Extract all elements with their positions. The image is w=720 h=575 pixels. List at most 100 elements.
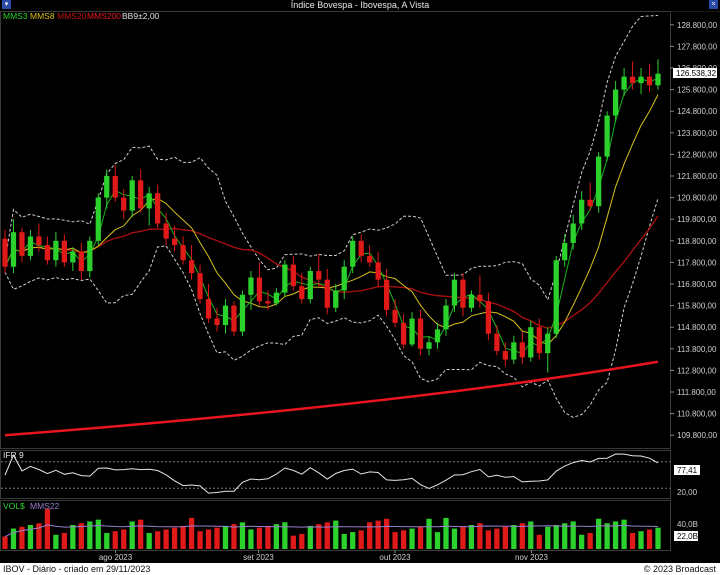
volume-bar — [70, 525, 76, 549]
candle-body — [400, 322, 407, 345]
volume-bar — [638, 531, 644, 549]
close-icon[interactable]: × — [709, 0, 718, 9]
candle-body — [146, 193, 152, 209]
price-tick-label: 114.800,00 — [677, 323, 717, 332]
candle-body — [78, 251, 84, 272]
candle-body — [61, 240, 67, 263]
volume-bar — [27, 525, 34, 549]
mms3-line — [4, 78, 659, 354]
x-axis-label: set 2023 — [243, 553, 274, 562]
volume-bar — [494, 528, 500, 549]
price-tick-label: 119.800,00 — [677, 215, 717, 224]
price-tick-label: 122.800,00 — [677, 150, 718, 159]
candle-body — [502, 350, 508, 360]
price-panel — [0, 11, 671, 449]
candle-body — [596, 156, 602, 207]
price-tick-label: 124.800,00 — [677, 107, 718, 116]
candle-body — [87, 240, 93, 272]
candle-body — [426, 342, 432, 349]
volume-bar — [138, 519, 144, 549]
volume-bar — [248, 529, 254, 549]
candle-body — [536, 327, 542, 354]
candle-body — [621, 76, 627, 90]
candle-body — [2, 238, 8, 267]
volume-bar — [655, 527, 661, 549]
price-tick-label: 117.800,00 — [677, 258, 717, 267]
candle-body — [197, 273, 203, 300]
last-price-value: 126.538,32 — [676, 69, 717, 78]
volume-bar — [451, 528, 458, 549]
candle-body — [138, 180, 144, 209]
volume-bar — [434, 532, 441, 549]
volume-ma-label: MMS22 — [30, 501, 60, 511]
price-tick-label: 116.800,00 — [677, 280, 717, 289]
volume-bar — [44, 509, 51, 549]
volume-bar — [409, 528, 415, 549]
volume-bar — [36, 523, 42, 549]
volume-bar — [536, 534, 542, 549]
volume-bar — [596, 518, 602, 549]
menu-icon[interactable]: ▾ — [2, 0, 11, 9]
candle-body — [553, 260, 559, 334]
last-price-tag — [673, 68, 717, 78]
candle-body — [545, 333, 551, 354]
candle-body — [570, 223, 576, 243]
candle-body — [485, 301, 492, 334]
volume-bar — [87, 521, 93, 549]
volume-bar — [562, 523, 568, 549]
volume-bar — [333, 520, 339, 549]
ifr-line — [4, 453, 659, 494]
price-tick-label: 118.800,00 — [677, 237, 717, 246]
volume-bar — [502, 526, 508, 549]
volume-bar — [383, 518, 390, 549]
candle-body — [468, 294, 475, 308]
volume-bar — [417, 526, 424, 549]
volume-bar — [290, 535, 296, 549]
candle-body — [434, 329, 441, 343]
candle-body — [655, 73, 661, 86]
candle-body — [562, 242, 568, 261]
price-tick-label: 127.800,00 — [677, 42, 718, 51]
candle-body — [180, 245, 186, 261]
candle-body — [19, 232, 25, 256]
candle-body — [316, 271, 322, 280]
footer-bar: IBOV - Diário - criado em 29/11/2023 © 2… — [0, 563, 720, 575]
candle-body — [273, 292, 280, 304]
candle-body — [256, 277, 263, 302]
volume-bar — [519, 523, 525, 549]
chart-area: 128.800,00127.800,00126.800,00125.800,00… — [0, 11, 718, 562]
volume-bar — [358, 530, 364, 549]
candle-body — [341, 266, 347, 291]
volume-bar — [485, 530, 492, 549]
volume-bar — [426, 518, 432, 549]
volume-bar — [121, 529, 127, 549]
volume-bar — [19, 526, 25, 549]
candle-body — [265, 301, 271, 304]
chart-title: Índice Bovespa - Ibovespa, A Vista — [290, 0, 430, 10]
volume-bar — [180, 525, 186, 549]
price-tick-label: 125.800,00 — [677, 86, 718, 95]
candle-body — [451, 279, 458, 306]
bollinger-lower-band — [4, 198, 659, 418]
volume-bar — [104, 533, 110, 549]
price-tick-label: 109.800,00 — [677, 431, 718, 440]
candle-body — [417, 318, 424, 349]
candle-body — [95, 197, 101, 241]
volume-tick-40: 40,0B — [677, 520, 698, 529]
mms200-line — [4, 360, 659, 437]
candle-body — [579, 199, 585, 224]
volume-ma-line — [4, 524, 659, 538]
volume-bar — [95, 519, 101, 549]
volume-ma-value: 22,0B — [677, 532, 698, 541]
price-tick-label: 111.800,00 — [677, 388, 716, 397]
price-tick-label: 113.800,00 — [677, 345, 717, 354]
candle-body — [53, 240, 59, 261]
volume-bar — [350, 532, 356, 549]
volume-bar — [214, 527, 220, 549]
price-tick-label: 121.800,00 — [677, 172, 718, 181]
candle-body — [163, 223, 169, 239]
volume-bar — [511, 525, 517, 549]
volume-bar — [341, 533, 347, 549]
mms20-line — [4, 215, 659, 329]
candle-body — [477, 294, 483, 302]
